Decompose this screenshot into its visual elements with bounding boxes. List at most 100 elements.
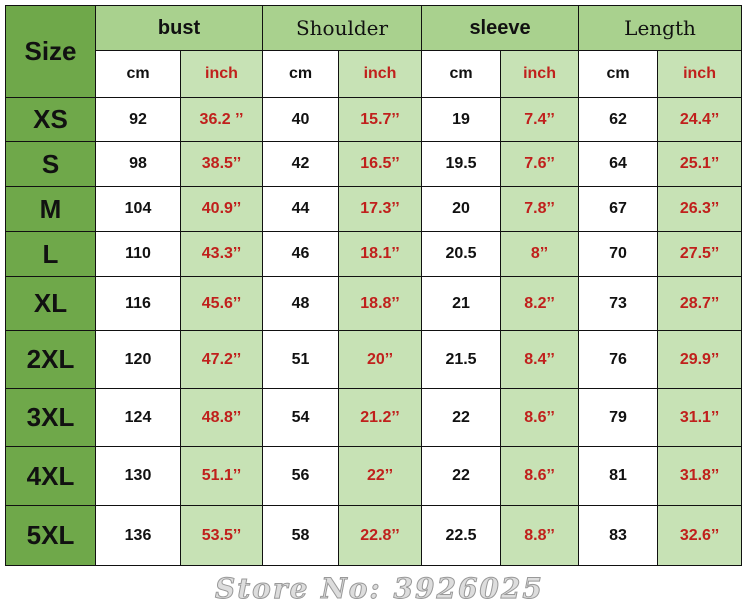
unit-inch: inch — [180, 50, 263, 98]
inch-value: 7.8’’ — [500, 186, 580, 232]
cm-value: 67 — [578, 186, 659, 232]
cm-value: 40 — [262, 97, 339, 142]
cm-value: 136 — [95, 505, 181, 566]
cm-value: 48 — [262, 276, 339, 331]
table-row: 2XL 120 47.2’’ 51 20’’ 21.5 8.4’’ 76 29.9’’ — [5, 330, 743, 389]
unit-row: cm inch cm inch cm inch cm inch — [6, 50, 743, 98]
inch-value: 47.2’’ — [180, 330, 263, 389]
inch-value: 17.3’’ — [337, 186, 423, 232]
cm-value: 20 — [421, 186, 502, 232]
size-header: Size — [5, 5, 96, 98]
cm-value: 81 — [578, 446, 659, 506]
unit-inch: inch — [337, 50, 423, 98]
unit-inch: inch — [657, 50, 743, 98]
inch-value: 20’’ — [337, 330, 423, 389]
inch-value: 8.6’’ — [500, 446, 580, 506]
sleeve-header: sleeve — [421, 5, 580, 51]
unit-cm: cm — [421, 50, 502, 98]
inch-value: 15.7’’ — [337, 97, 423, 142]
inch-value: 31.8’’ — [657, 446, 743, 506]
cm-value: 21 — [421, 276, 502, 331]
length-header: Length — [578, 5, 743, 51]
cm-value: 110 — [95, 231, 181, 277]
inch-value: 18.1’’ — [337, 231, 423, 277]
cm-value: 92 — [95, 97, 181, 142]
cm-value: 130 — [95, 446, 181, 506]
inch-value: 26.3’’ — [657, 186, 743, 232]
size-label: S — [5, 141, 96, 187]
size-label: XL — [5, 276, 96, 331]
table-row: XS 92 36.2 ’’ 40 15.7’’ 19 7.4’’ 62 24.4’’ — [5, 97, 743, 142]
cm-value: 104 — [95, 186, 181, 232]
shoulder-header: Shoulder — [261, 5, 423, 51]
cm-value: 46 — [262, 231, 339, 277]
cm-value: 54 — [262, 388, 339, 447]
cm-value: 83 — [578, 505, 659, 566]
inch-value: 22’’ — [337, 446, 423, 506]
inch-value: 40.9’’ — [180, 186, 263, 232]
cm-value: 62 — [578, 97, 659, 142]
cm-value: 19.5 — [421, 141, 502, 187]
inch-value: 51.1’’ — [180, 446, 263, 506]
size-label: L — [5, 231, 96, 277]
inch-value: 31.1’’ — [657, 388, 743, 447]
cm-value: 98 — [95, 141, 181, 187]
cm-value: 120 — [95, 330, 181, 389]
cm-value: 73 — [578, 276, 659, 331]
inch-value: 25.1’’ — [657, 141, 743, 187]
inch-value: 48.8’’ — [180, 388, 263, 447]
inch-value: 8.6’’ — [500, 388, 580, 447]
cm-value: 116 — [95, 276, 181, 331]
table-row: 3XL 124 48.8’’ 54 21.2’’ 22 8.6’’ 79 31.1’’ — [5, 388, 743, 447]
inch-value: 36.2 ’’ — [180, 97, 263, 142]
unit-cm: cm — [262, 50, 339, 98]
cm-value: 124 — [95, 388, 181, 447]
bust-header: bust — [95, 5, 263, 51]
inch-value: 28.7’’ — [657, 276, 743, 331]
size-label: M — [5, 186, 96, 232]
size-label: 3XL — [5, 388, 96, 447]
cm-value: 56 — [262, 446, 339, 506]
inch-value: 8’’ — [500, 231, 580, 277]
unit-cm: cm — [95, 50, 181, 98]
table-row: S 98 38.5’’ 42 16.5’’ 19.5 7.6’’ 64 25.1’’ — [5, 141, 743, 187]
inch-value: 7.4’’ — [500, 97, 580, 142]
table-row: M 104 40.9’’ 44 17.3’’ 20 7.8’’ 67 26.3’’ — [5, 186, 743, 232]
cm-value: 51 — [262, 330, 339, 389]
inch-value: 43.3’’ — [180, 231, 263, 277]
inch-value: 16.5’’ — [337, 141, 423, 187]
cm-value: 44 — [262, 186, 339, 232]
inch-value: 27.5’’ — [657, 231, 743, 277]
inch-value: 45.6’’ — [180, 276, 263, 331]
cm-value: 76 — [578, 330, 659, 389]
size-label: 2XL — [5, 330, 96, 389]
size-label: 4XL — [5, 446, 96, 506]
inch-value: 8.8’’ — [500, 505, 580, 566]
size-label: XS — [5, 97, 96, 142]
inch-value: 24.4’’ — [657, 97, 743, 142]
cm-value: 42 — [262, 141, 339, 187]
inch-value: 32.6’’ — [657, 505, 743, 566]
inch-value: 7.6’’ — [500, 141, 580, 187]
inch-value: 18.8’’ — [337, 276, 423, 331]
header-row: Size bust Shoulder sleeve Length — [5, 5, 743, 98]
inch-value: 8.2’’ — [500, 276, 580, 331]
size-chart-table: Size bust Shoulder sleeve Length cm inch… — [5, 5, 743, 566]
table-row: 4XL 130 51.1’’ 56 22’’ 22 8.6’’ 81 31.8’’ — [5, 446, 743, 506]
inch-value: 29.9’’ — [657, 330, 743, 389]
cm-value: 19 — [421, 97, 502, 142]
unit-cm: cm — [578, 50, 659, 98]
cm-value: 22 — [421, 388, 502, 447]
cm-value: 22.5 — [421, 505, 502, 566]
cm-value: 22 — [421, 446, 502, 506]
cm-value: 20.5 — [421, 231, 502, 277]
inch-value: 21.2’’ — [337, 388, 423, 447]
cm-value: 79 — [578, 388, 659, 447]
cm-value: 64 — [578, 141, 659, 187]
inch-value: 53.5’’ — [180, 505, 263, 566]
unit-inch: inch — [500, 50, 580, 98]
cm-value: 21.5 — [421, 330, 502, 389]
table-row: L 110 43.3’’ 46 18.1’’ 20.5 8’’ 70 27.5’’ — [5, 231, 743, 277]
cm-value: 58 — [262, 505, 339, 566]
size-label: 5XL — [5, 505, 96, 566]
